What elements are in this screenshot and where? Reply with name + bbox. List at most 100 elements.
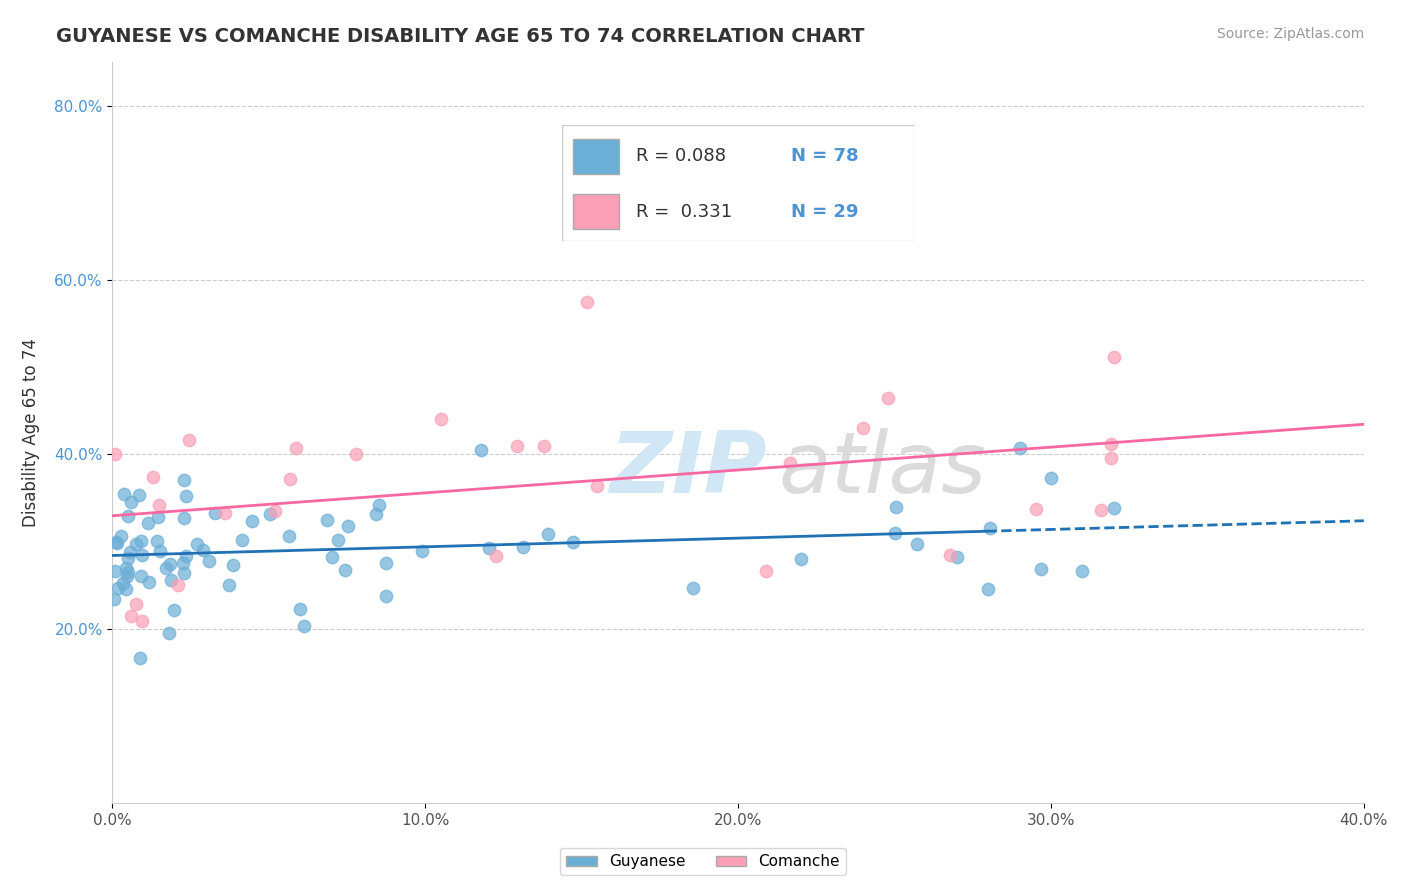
- Point: [263, 504, 285, 518]
- Point: [129, 569, 152, 583]
- Point: [1071, 564, 1094, 578]
- Point: [176, 549, 198, 563]
- Point: [146, 509, 169, 524]
- Point: [883, 525, 905, 540]
- Point: [1029, 562, 1052, 576]
- Point: [138, 574, 160, 589]
- Point: [105, 536, 128, 550]
- Point: [118, 545, 141, 559]
- Point: [136, 516, 159, 530]
- Point: [166, 578, 188, 592]
- Point: [128, 488, 150, 502]
- Point: [163, 603, 186, 617]
- Point: [285, 442, 308, 456]
- Point: [157, 625, 180, 640]
- Point: [142, 469, 165, 483]
- Point: [333, 563, 356, 577]
- Point: [145, 533, 167, 548]
- Point: [946, 550, 969, 565]
- Point: [105, 535, 128, 549]
- Point: [222, 558, 245, 572]
- Point: [155, 560, 177, 574]
- Point: [172, 556, 194, 570]
- Point: [429, 412, 451, 426]
- Point: [159, 573, 181, 587]
- Point: [277, 529, 299, 543]
- Point: [214, 506, 236, 520]
- Point: [1008, 441, 1031, 455]
- Point: [1102, 501, 1125, 516]
- Point: [1039, 471, 1063, 485]
- Point: [259, 507, 281, 521]
- Point: [103, 592, 125, 607]
- Point: [104, 564, 127, 578]
- Text: N = 78: N = 78: [790, 147, 859, 165]
- Point: [115, 569, 138, 583]
- Point: [470, 443, 492, 458]
- Legend: Guyanese, Comanche: Guyanese, Comanche: [560, 848, 846, 875]
- FancyBboxPatch shape: [574, 194, 619, 229]
- Point: [148, 499, 170, 513]
- Point: [884, 500, 907, 515]
- Point: [107, 581, 129, 595]
- Point: [977, 582, 1000, 597]
- Point: [755, 564, 778, 578]
- Point: [1102, 350, 1125, 364]
- Point: [197, 554, 219, 568]
- Point: [240, 514, 263, 528]
- Point: [877, 391, 900, 405]
- Point: [204, 506, 226, 520]
- FancyBboxPatch shape: [562, 125, 914, 241]
- Point: [1099, 437, 1122, 451]
- Point: [939, 549, 962, 563]
- Point: [173, 566, 195, 580]
- Point: [374, 556, 396, 570]
- Point: [790, 552, 813, 566]
- Point: [316, 513, 339, 527]
- Point: [124, 597, 146, 611]
- Point: [533, 439, 555, 453]
- Point: [112, 487, 135, 501]
- Text: atlas: atlas: [778, 428, 986, 511]
- Point: [111, 576, 134, 591]
- Point: [104, 447, 127, 461]
- Point: [411, 544, 433, 558]
- Text: Source: ZipAtlas.com: Source: ZipAtlas.com: [1216, 27, 1364, 41]
- Point: [326, 533, 349, 548]
- Point: [368, 498, 391, 512]
- Text: R = 0.088: R = 0.088: [636, 147, 727, 165]
- Point: [129, 534, 152, 549]
- Point: [375, 589, 398, 603]
- Point: [173, 510, 195, 524]
- Point: [561, 535, 583, 549]
- Point: [114, 561, 136, 575]
- Text: GUYANESE VS COMANCHE DISABILITY AGE 65 TO 74 CORRELATION CHART: GUYANESE VS COMANCHE DISABILITY AGE 65 T…: [56, 27, 865, 45]
- Point: [173, 473, 195, 487]
- Point: [131, 548, 153, 562]
- Point: [905, 537, 928, 551]
- Text: ZIP: ZIP: [609, 428, 766, 511]
- Point: [512, 540, 534, 554]
- Point: [292, 619, 315, 633]
- Point: [231, 533, 253, 547]
- Point: [278, 472, 301, 486]
- Point: [159, 557, 181, 571]
- Point: [186, 537, 208, 551]
- Point: [1025, 502, 1047, 516]
- Point: [120, 495, 142, 509]
- Point: [117, 551, 139, 566]
- Point: [344, 447, 367, 461]
- Point: [478, 541, 501, 555]
- Point: [485, 549, 508, 563]
- Point: [128, 651, 150, 665]
- Point: [576, 295, 599, 310]
- Point: [218, 577, 240, 591]
- Point: [779, 456, 801, 470]
- Point: [149, 544, 172, 558]
- Point: [979, 521, 1001, 535]
- Point: [174, 489, 197, 503]
- Text: R =  0.331: R = 0.331: [636, 202, 733, 221]
- Point: [506, 439, 529, 453]
- Point: [125, 537, 148, 551]
- Point: [191, 543, 214, 558]
